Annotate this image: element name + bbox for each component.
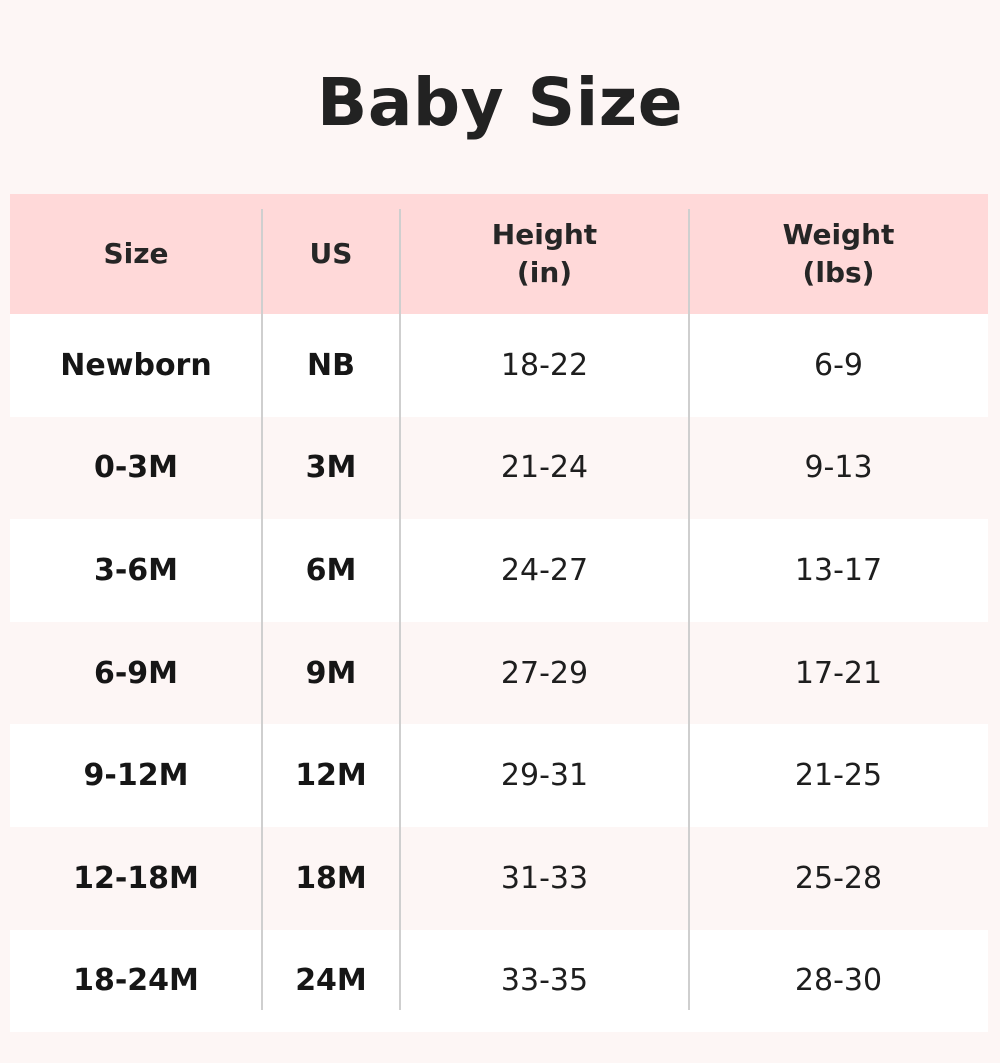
weight-cell: 21-25 [794,758,883,794]
weight-cell: 25-28 [794,860,883,896]
height-cell: 27-29 [500,655,589,691]
table-body: Newborn NB 18-22 6-9 0-3M 3M 21-24 9-13 3-6M 6M 24… [10,314,988,1033]
height-cell: 33-35 [500,963,589,999]
column-divider [688,209,690,1011]
header-us: US [309,237,353,270]
size-cell: 9-12M [83,758,189,794]
header-weight: Weight (lbs) [689,194,988,314]
height-cell: 31-33 [500,860,589,896]
table-row: 3-6M 6M 24-27 13-17 [10,519,988,622]
height-cell: 29-31 [500,758,589,794]
us-cell: 24M [295,963,367,999]
table-row: 12-18M 18M 31-33 25-28 [10,826,988,930]
header-weight-unit: (lbs) [802,256,875,289]
size-cell: 0-3M [93,450,179,486]
header-height-label: Height [491,218,598,251]
size-cell: 3-6M [93,552,179,588]
table-row: 9-12M 12M 29-31 21-25 [10,724,988,827]
page-title: Baby Size [317,64,683,141]
us-cell: 3M [305,450,357,486]
us-cell: 18M [295,860,367,896]
weight-cell: 13-17 [794,552,883,588]
size-cell: 18-24M [73,963,199,999]
column-divider [261,209,263,1011]
us-cell: 9M [305,655,357,691]
header-height: Height (in) [400,194,689,314]
us-cell: NB [307,347,355,383]
weight-cell: 6-9 [814,347,863,383]
size-cell: 12-18M [73,860,199,896]
us-cell: 6M [305,552,357,588]
height-cell: 18-22 [500,347,589,383]
table-header-row: Size US Height (in) Weight (lbs) [10,194,988,314]
weight-cell: 28-30 [794,963,883,999]
size-cell: 6-9M [93,655,179,691]
table-row: 6-9M 9M 27-29 17-21 [10,621,988,725]
column-divider [399,209,401,1011]
table-row: Newborn NB 18-22 6-9 [10,314,988,417]
weight-cell: 9-13 [804,450,873,486]
table-row: 0-3M 3M 21-24 9-13 [10,416,988,520]
header-weight-label: Weight [782,218,895,251]
weight-cell: 17-21 [794,655,883,691]
size-cell: Newborn [60,347,212,383]
size-chart-table: Size US Height (in) Weight (lbs) Newborn… [10,194,988,1033]
height-cell: 21-24 [500,450,589,486]
height-cell: 24-27 [500,552,589,588]
table-row: 18-24M 24M 33-35 28-30 [10,929,988,1033]
header-size: Size [103,237,169,270]
header-height-unit: (in) [516,256,573,289]
us-cell: 12M [295,758,367,794]
